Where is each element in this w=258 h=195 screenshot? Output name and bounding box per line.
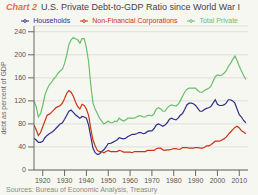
svg-text:120: 120 <box>14 97 26 104</box>
svg-text:debt as percent of GDP: debt as percent of GDP <box>8 61 9 134</box>
svg-text:1960: 1960 <box>122 177 138 184</box>
html-text:Chart 2: Chart 2 <box>6 2 37 12</box>
svg-text:2010: 2010 <box>231 177 247 184</box>
svg-text:200: 200 <box>14 51 26 58</box>
svg-text:0: 0 <box>22 166 26 173</box>
svg-text:80: 80 <box>18 120 26 127</box>
svg-text:1990: 1990 <box>188 177 204 184</box>
svg-text:1980: 1980 <box>166 177 182 184</box>
html-text:Households: Households <box>33 17 71 24</box>
svg-text:1970: 1970 <box>144 177 160 184</box>
html-text:U.S. Private Debt-to-GDP Ratio: U.S. Private Debt-to-GDP Ratio since Wor… <box>41 2 240 12</box>
html-text:Sources: Bureau of Economic An: Sources: Bureau of Economic Analysis, Tr… <box>6 186 158 193</box>
svg-text:160: 160 <box>14 74 26 81</box>
svg-text:1920: 1920 <box>35 177 51 184</box>
svg-text:1930: 1930 <box>57 177 73 184</box>
svg-text:2000: 2000 <box>210 177 226 184</box>
svg-text:1950: 1950 <box>100 177 116 184</box>
html-text:Non-Financial Corporations: Non-Financial Corporations <box>92 17 178 24</box>
html-text:Total Private: Total Private <box>199 17 238 24</box>
svg-text:1940: 1940 <box>79 177 95 184</box>
svg-text:40: 40 <box>18 143 26 150</box>
svg-text:240: 240 <box>14 28 26 35</box>
